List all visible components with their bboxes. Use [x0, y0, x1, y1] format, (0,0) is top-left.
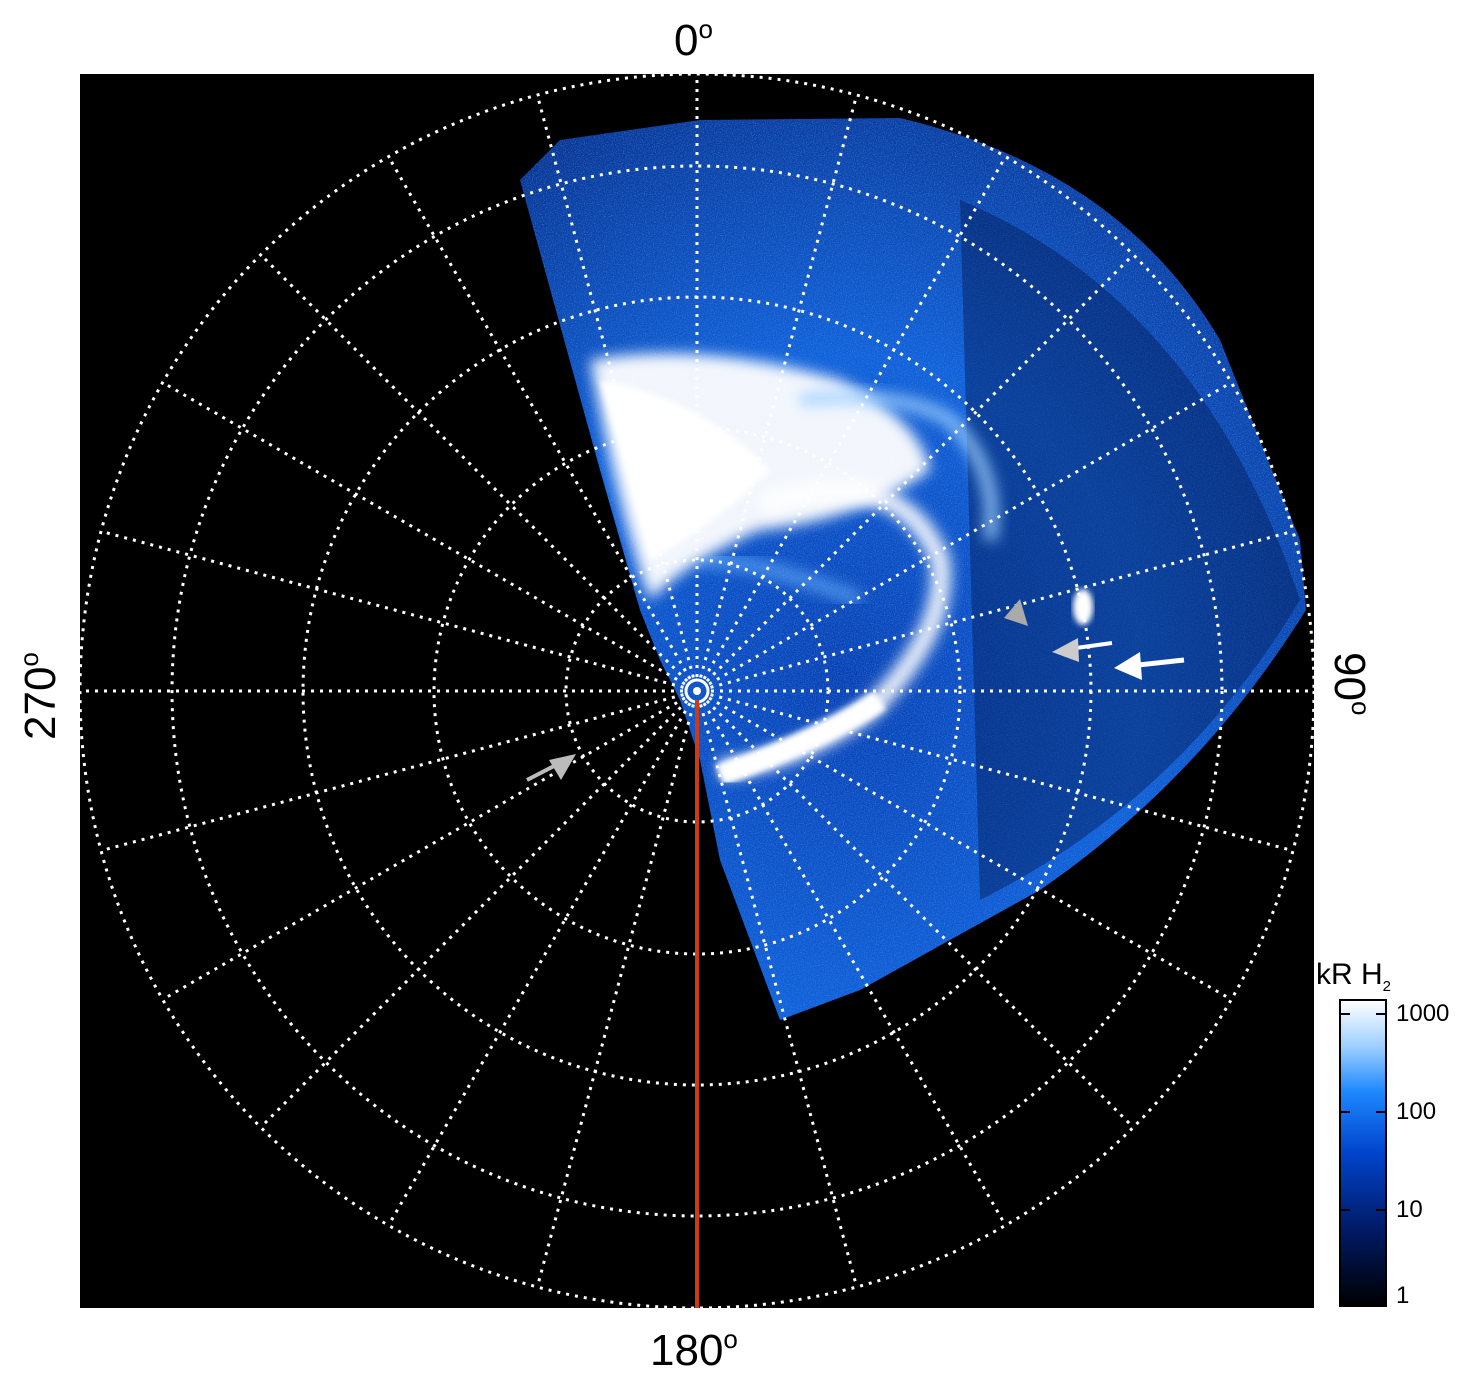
label-270-degrees: 270o	[14, 652, 66, 740]
meridian-spoke	[702, 702, 1007, 1227]
gray-arrow-middle	[1052, 638, 1113, 662]
meridian-spoke	[708, 381, 1233, 686]
label-180-degrees: 180o	[650, 1324, 738, 1376]
colorbar	[1339, 999, 1387, 1307]
colorbar-tick-label: 1	[1396, 1282, 1410, 1309]
label-270-value: 270	[16, 666, 65, 740]
label-0-value: 0	[674, 16, 699, 65]
degree-symbol: o	[698, 14, 713, 44]
meridian-spoke	[708, 696, 1233, 1001]
meridian-spoke	[100, 693, 684, 853]
bright-spot	[1073, 589, 1093, 625]
meridian-spoke	[535, 94, 695, 678]
label-90-value: 90	[1325, 652, 1374, 701]
colorbar-title-text: kR H	[1316, 958, 1383, 991]
colorbar-tick-label: 10	[1396, 1196, 1423, 1223]
gray-arrowhead-upper	[1004, 599, 1028, 626]
colorbar-ticks	[1340, 1013, 1386, 1211]
label-0-degrees: 0o	[674, 14, 713, 66]
meridian-spoke	[259, 253, 689, 683]
colorbar-tick-label: 1000	[1396, 1000, 1450, 1027]
meridian-spoke	[161, 696, 686, 1001]
label-90-degrees: 90o	[1324, 652, 1376, 716]
colorbar-title-subscript: 2	[1382, 978, 1392, 995]
meridian-spoke	[387, 702, 692, 1227]
meridian-spoke	[699, 704, 859, 1288]
degree-symbol: o	[1346, 700, 1376, 716]
meridian-spoke	[705, 699, 1135, 1129]
pole-dot	[693, 687, 701, 695]
meridian-spoke	[259, 699, 689, 1129]
degree-symbol: o	[14, 652, 44, 667]
meridian-spoke	[100, 529, 684, 689]
degree-symbol: o	[723, 1324, 738, 1354]
meridian-spoke	[161, 381, 686, 686]
meridian-spoke	[387, 155, 692, 680]
label-180-value: 180	[650, 1326, 724, 1375]
gray-arrow-left	[526, 754, 576, 782]
meridian-spoke	[535, 704, 695, 1288]
white-arrow-right	[1114, 652, 1185, 680]
meridian-spoke	[710, 693, 1294, 853]
meridian-spoke	[710, 529, 1294, 689]
colorbar-tick-label: 100	[1396, 1098, 1437, 1125]
meridian-spoke	[705, 253, 1135, 683]
meridian-spoke	[702, 155, 1007, 680]
colorbar-title: kR H2	[1316, 958, 1391, 995]
meridian-spoke	[699, 94, 859, 678]
